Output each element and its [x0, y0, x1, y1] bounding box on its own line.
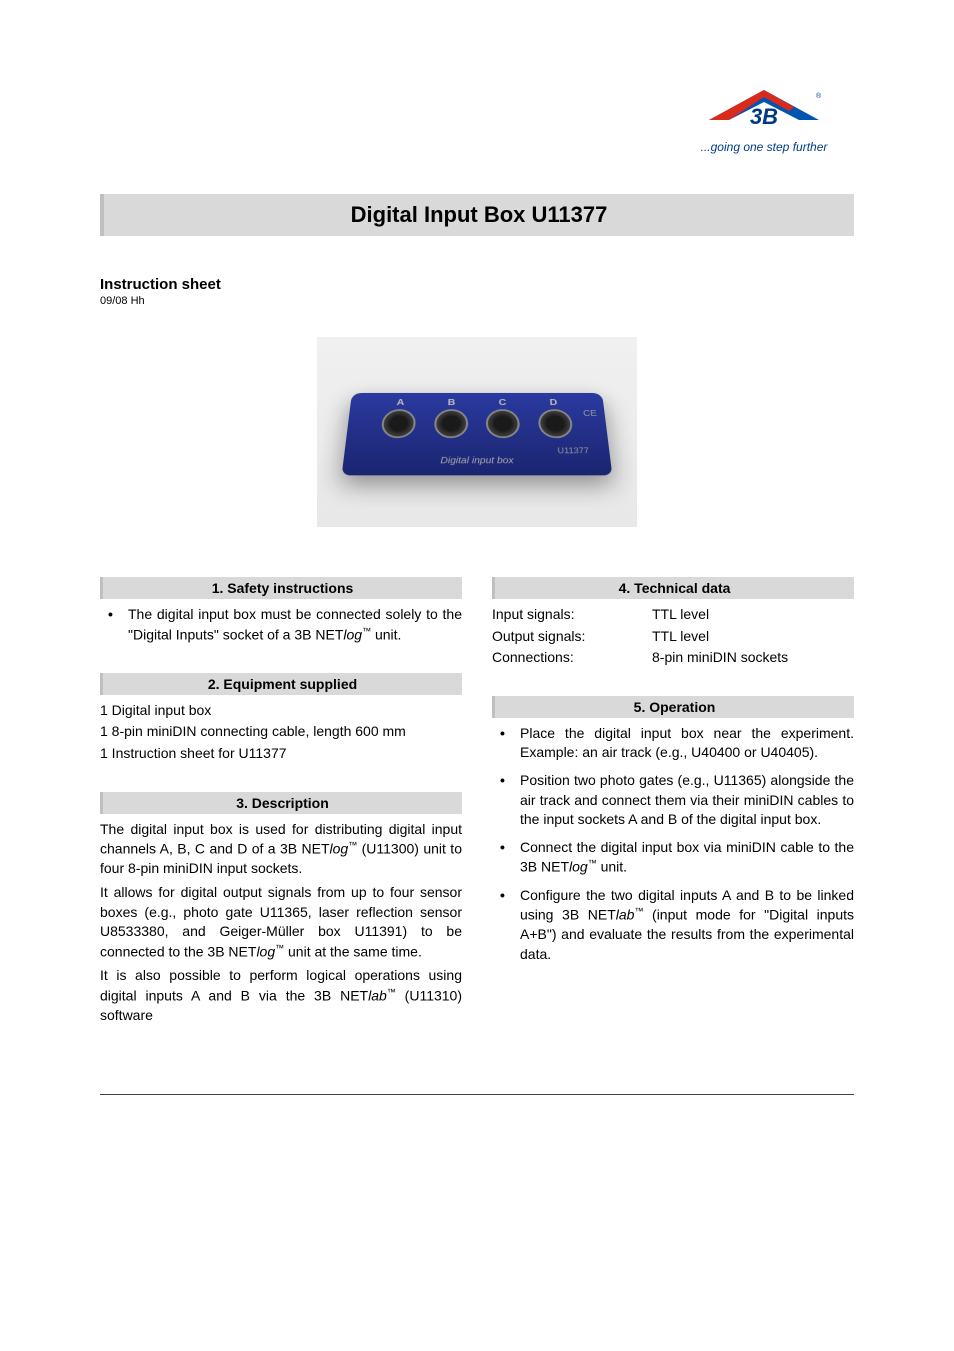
supplied-line: 1 8-pin miniDIN connecting cable, length… — [100, 722, 462, 742]
section-header-operation: 5. Operation — [492, 696, 854, 718]
section-header-supplied: 2. Equipment supplied — [100, 673, 462, 695]
socket-b: B — [434, 409, 468, 438]
product-image: A B C D Digital input box U11377 CE — [100, 337, 854, 527]
list-item: Place the digital input box near the exp… — [492, 724, 854, 763]
section-body-safety: The digital input box must be connected … — [100, 605, 462, 645]
instruction-heading: Instruction sheet — [100, 276, 854, 293]
tech-row: Input signals: TTL level — [492, 605, 854, 625]
logo-svg: 3B ® — [704, 80, 824, 135]
content-columns: 1. Safety instructions The digital input… — [100, 577, 854, 1054]
list-item: Configure the two digital inputs A and B… — [492, 886, 854, 965]
tech-row: Output signals: TTL level — [492, 627, 854, 647]
logo-container: 3B ® ...going one step further — [100, 80, 854, 154]
right-column: 4. Technical data Input signals: TTL lev… — [492, 577, 854, 1054]
socket-label-a: A — [396, 397, 404, 407]
device-front-label: Digital input box — [440, 455, 513, 465]
tech-value: 8-pin miniDIN sockets — [652, 648, 854, 668]
socket-d: D — [537, 409, 573, 438]
logo-tagline: ...going one step further — [674, 140, 854, 154]
socket-label-d: D — [549, 397, 557, 407]
tech-label: Connections: — [492, 648, 652, 668]
logo: 3B ® ...going one step further — [674, 80, 854, 154]
operation-list: Place the digital input box near the exp… — [492, 724, 854, 965]
socket-c: C — [486, 409, 520, 438]
supplied-line: 1 Instruction sheet for U11377 — [100, 744, 462, 764]
tech-value: TTL level — [652, 627, 854, 647]
tech-label: Output signals: — [492, 627, 652, 647]
footer-divider — [100, 1094, 854, 1095]
left-column: 1. Safety instructions The digital input… — [100, 577, 462, 1054]
section-body-description: The digital input box is used for distri… — [100, 820, 462, 1026]
ce-mark: CE — [583, 409, 598, 418]
svg-text:®: ® — [816, 92, 822, 100]
doc-date: 09/08 Hh — [100, 295, 854, 307]
product-image-box: A B C D Digital input box U11377 CE — [317, 337, 637, 527]
page-title: Digital Input Box U11377 — [104, 202, 854, 228]
section-header-description: 3. Description — [100, 792, 462, 814]
list-item: Position two photo gates (e.g., U11365) … — [492, 771, 854, 830]
description-para: It is also possible to perform logical o… — [100, 966, 462, 1025]
section-header-safety: 1. Safety instructions — [100, 577, 462, 599]
list-item: The digital input box must be connected … — [100, 605, 462, 645]
socket-a: A — [381, 409, 417, 438]
description-para: It allows for digital output signals fro… — [100, 883, 462, 962]
supplied-line: 1 Digital input box — [100, 701, 462, 721]
section-body-operation: Place the digital input box near the exp… — [492, 724, 854, 965]
section-header-technical: 4. Technical data — [492, 577, 854, 599]
device-sockets-row: A B C D — [371, 402, 584, 445]
svg-text:3B: 3B — [750, 104, 778, 129]
device-model-label: U11377 — [557, 446, 589, 455]
section-body-technical: Input signals: TTL level Output signals:… — [492, 605, 854, 668]
tech-label: Input signals: — [492, 605, 652, 625]
safety-list: The digital input box must be connected … — [100, 605, 462, 645]
title-bar: Digital Input Box U11377 — [100, 194, 854, 236]
list-item: Connect the digital input box via miniDI… — [492, 838, 854, 878]
tech-row: Connections: 8-pin miniDIN sockets — [492, 648, 854, 668]
section-body-supplied: 1 Digital input box 1 8-pin miniDIN conn… — [100, 701, 462, 764]
socket-label-b: B — [447, 397, 455, 407]
tech-value: TTL level — [652, 605, 854, 625]
description-para: The digital input box is used for distri… — [100, 820, 462, 879]
logo-shape: 3B ® — [674, 80, 854, 135]
device-illustration: A B C D Digital input box U11377 CE — [342, 392, 613, 474]
socket-label-c: C — [499, 397, 507, 407]
